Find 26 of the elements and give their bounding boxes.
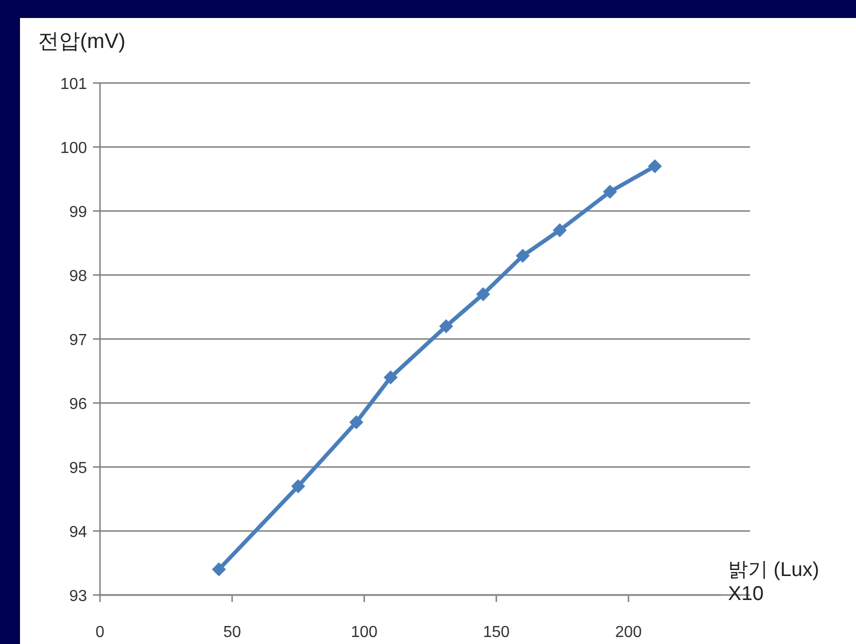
point [602, 184, 617, 199]
point [552, 223, 567, 238]
y-axis-title: 전압(mV) [38, 30, 126, 53]
x-tick-label: 0 [96, 624, 105, 641]
y-tick-label: 97 [69, 332, 88, 349]
point [349, 415, 364, 430]
point [476, 287, 490, 302]
y-tick-label: 100 [60, 140, 88, 157]
x-tick-label: 150 [482, 624, 510, 641]
y-tick-label: 98 [69, 268, 88, 285]
point [648, 159, 662, 174]
point [291, 479, 306, 494]
y-tick-label: 95 [69, 460, 88, 477]
point [516, 248, 530, 263]
y-tick-label: 99 [69, 204, 88, 221]
point [212, 562, 226, 576]
y-tick-label: 101 [60, 76, 88, 93]
y-tick-label: 94 [69, 524, 88, 541]
y-tick-label: 96 [69, 396, 88, 413]
point [439, 319, 454, 334]
point [384, 370, 398, 384]
x-tick-label: 100 [350, 624, 378, 641]
y-tick-label: 93 [69, 588, 88, 605]
x-axis-title: 밝기 (Lux) X10 [728, 559, 820, 605]
x-tick-label: 50 [223, 624, 242, 641]
x-tick-label: 200 [615, 624, 642, 641]
